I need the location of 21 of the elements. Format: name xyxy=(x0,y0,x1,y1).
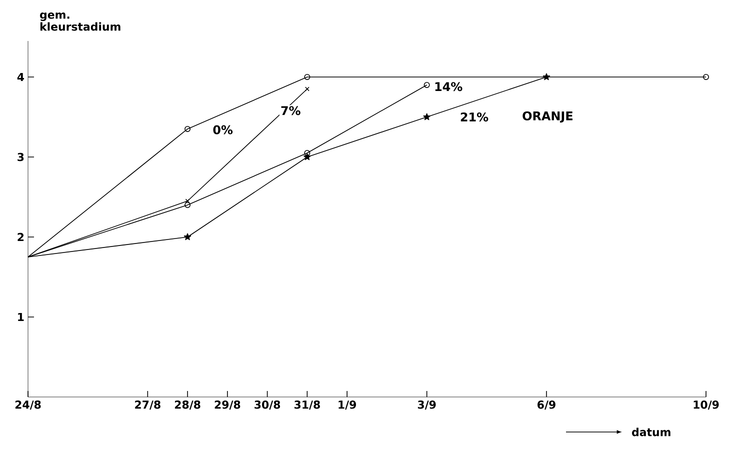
y-tick-label: 3 xyxy=(18,152,24,162)
x-tick-label: 30/8 xyxy=(254,400,280,410)
y-tick-label: 2 xyxy=(18,232,24,242)
x-tick-label: 24/8 xyxy=(15,400,41,410)
series-label: 0% xyxy=(213,125,233,134)
y-tick-label: 4 xyxy=(17,72,24,81)
series-label: 21% xyxy=(460,112,488,122)
x-tick-label: 6/9 xyxy=(538,400,556,410)
y-tick-label: 1 xyxy=(18,312,24,321)
series-label: 14% xyxy=(435,82,462,92)
x-tick-label: 1/9 xyxy=(338,400,356,410)
x-tick-label: 31/8 xyxy=(294,400,320,410)
x-tick-label: 27/8 xyxy=(135,400,160,410)
x-tick-label: 28/8 xyxy=(174,400,200,410)
x-tick-label: 10/9 xyxy=(694,400,719,410)
y-axis-title: gem. kleurstadium xyxy=(40,12,120,31)
annotation: ORANJE xyxy=(522,111,572,123)
x-axis-title: datum xyxy=(632,428,670,436)
x-tick-label: 29/8 xyxy=(214,400,240,410)
x-tick-label: 3/9 xyxy=(418,400,436,410)
series-label: 7% xyxy=(281,106,300,116)
